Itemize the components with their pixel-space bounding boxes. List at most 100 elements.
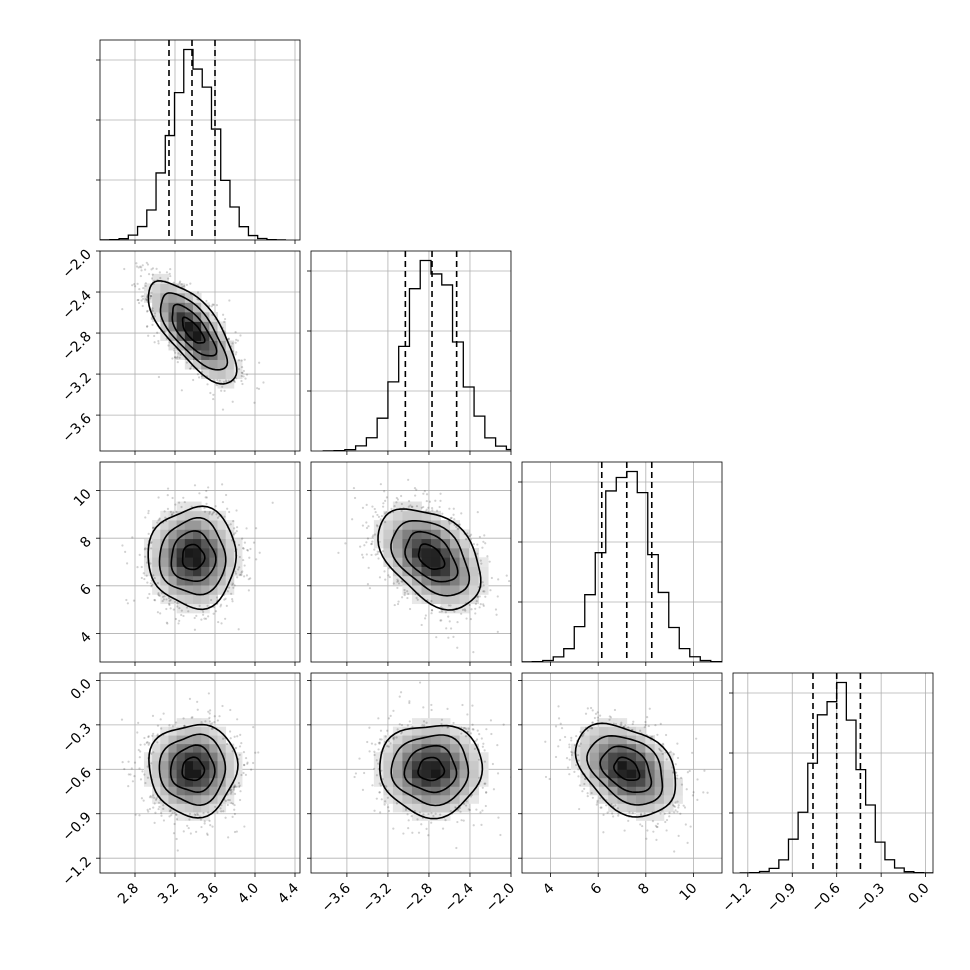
sample-point [230,788,233,791]
density-cell [201,594,210,605]
sample-point [213,805,217,808]
sample-point [142,287,145,290]
sample-point [393,603,396,607]
density-cell [201,726,210,736]
sample-point [239,733,242,736]
density-cell [383,743,394,753]
sample-point [647,724,650,728]
sample-point [379,729,383,732]
density-cell [431,547,441,558]
sample-point [190,505,193,508]
sample-point [381,777,384,781]
sample-point [196,812,199,815]
sample-point [165,621,168,624]
sample-point [395,802,399,805]
sample-point [472,543,476,546]
sample-point [149,582,152,585]
density-cell [654,743,665,753]
sample-point [258,551,261,554]
density-cell [176,760,186,770]
sample-point [665,818,669,822]
density-cell [160,743,169,753]
sample-point [380,769,383,772]
sample-point [157,342,160,345]
sample-point [372,534,375,537]
sample-point [152,526,155,529]
sample-point [187,610,190,613]
density-cell [626,777,637,787]
sample-point [483,782,486,785]
sample-point [168,815,171,818]
density-cell [209,340,218,351]
sample-point [568,773,571,776]
density-cell [193,566,202,577]
sample-point [147,509,150,513]
sample-point [403,591,406,594]
density-cell [411,557,422,567]
sample-point [255,558,258,561]
sample-point [166,277,170,280]
sample-point [676,774,679,777]
sample-point [183,724,186,727]
density-cell [152,283,161,294]
sample-point [232,533,236,536]
density-cell [598,786,609,796]
sample-point [166,487,170,490]
sample-point [218,379,221,382]
density-cell [589,735,600,745]
sample-point [373,767,376,770]
sample-point [175,510,178,513]
sample-point [639,813,643,816]
histogram-line [739,681,933,873]
density-cell [233,557,243,567]
density-cell [440,752,451,762]
sample-point [571,751,574,754]
sample-point [644,723,647,727]
sample-point [370,553,373,557]
sample-point [140,299,143,302]
sample-point [231,815,234,818]
sample-point [143,577,146,581]
density-cell [469,760,480,770]
sample-point [559,738,562,742]
density-cell [168,794,178,804]
sample-point [246,548,249,552]
sample-point [221,500,225,504]
sample-point [233,830,237,834]
sample-point [177,352,180,355]
sample-point [461,703,464,707]
density-cell [160,311,169,322]
sample-point [187,826,190,830]
sample-point [430,812,433,815]
density-cell [209,726,218,736]
density-cell [184,735,194,745]
density-cell [459,594,470,605]
sample-point [229,737,232,740]
sample-point [458,806,462,810]
sample-point [218,715,221,718]
sample-point [379,483,382,486]
sample-point [125,598,128,602]
density-cell [160,752,169,762]
sample-point [200,370,204,373]
sample-point [227,379,230,382]
contour-level [404,530,459,583]
sample-point [127,760,130,763]
sample-point [582,734,585,737]
sample-point [430,609,434,612]
sample-point [460,512,463,515]
sample-point [632,720,635,723]
sample-point [255,527,258,530]
sample-point [375,797,378,800]
x-tick-label: 0.0 [906,880,933,907]
density-cell [168,321,178,332]
sample-point [410,505,413,509]
density-cell [143,538,153,549]
density-cell [421,575,432,586]
sample-point [145,261,148,264]
density-cell [402,743,413,753]
sample-point [583,782,586,786]
density-cell [217,735,227,745]
sample-point [227,586,231,589]
sample-point [417,831,421,834]
